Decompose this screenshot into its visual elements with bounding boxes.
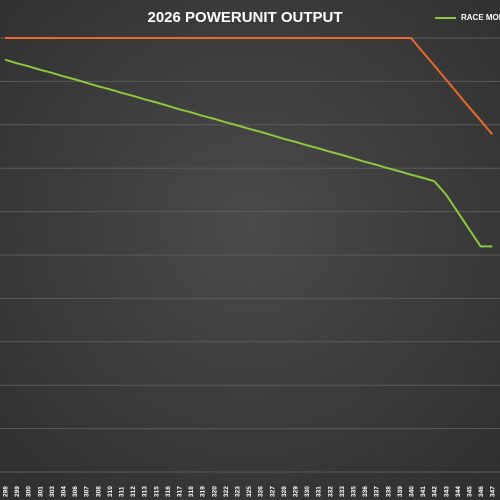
chart-title: 2026 POWERUNIT OUTPUT	[147, 9, 342, 26]
x-tick-label: 342	[432, 486, 439, 497]
x-tick-label: 304	[61, 486, 68, 497]
x-tick-label: 310	[107, 486, 114, 497]
x-tick-label: 346	[478, 486, 485, 497]
x-tick-label: 301	[37, 486, 44, 497]
x-tick-label: 340	[409, 486, 416, 497]
x-tick-label: 325	[246, 486, 253, 497]
x-tick-label: 320	[211, 486, 218, 497]
x-tick-label: 313	[142, 486, 149, 497]
x-tick-label: 308	[95, 486, 102, 497]
x-tick-label: 327	[269, 486, 276, 497]
x-tick-label: 322	[223, 486, 230, 497]
x-tick-label: 343	[443, 486, 450, 497]
x-tick-label: 307	[84, 486, 91, 497]
x-tick-label: 315	[153, 486, 160, 497]
x-tick-label: 319	[200, 486, 207, 497]
series-line	[4, 58, 493, 248]
x-tick-label: 329	[293, 486, 300, 497]
legend-label: RACE MOD	[461, 13, 500, 22]
x-tick-label: 306	[72, 486, 79, 497]
x-tick-label: 347	[490, 486, 497, 497]
x-tick-label: 345	[467, 486, 474, 497]
x-tick-label: 311	[119, 486, 126, 497]
x-tick-label: 299	[14, 486, 21, 497]
x-tick-label: 328	[281, 486, 288, 497]
x-tick-label: 331	[316, 486, 323, 497]
x-tick-label: 303	[49, 486, 56, 497]
x-tick-label: 317	[177, 486, 184, 497]
x-tick-label: 298	[3, 486, 10, 497]
x-tick-label: 339	[397, 486, 404, 497]
x-tick-label: 338	[385, 486, 392, 497]
x-tick-label: 336	[362, 486, 369, 497]
x-tick-label: 323	[235, 486, 242, 497]
x-tick-label: 316	[165, 486, 172, 497]
x-tick-label: 333	[339, 486, 346, 497]
x-tick-label: 341	[420, 486, 427, 497]
x-tick-label: 335	[351, 486, 358, 497]
x-tick-label: 318	[188, 486, 195, 497]
x-tick-label: 326	[258, 486, 265, 497]
x-tick-label: 337	[374, 486, 381, 497]
series-line	[5, 37, 493, 135]
x-tick-label: 332	[327, 486, 334, 497]
x-tick-label: 344	[455, 486, 462, 497]
x-tick-label: 312	[130, 486, 137, 497]
legend: RACE MOD	[435, 13, 500, 22]
x-tick-label: 300	[26, 486, 33, 497]
x-tick-label: 330	[304, 486, 311, 497]
